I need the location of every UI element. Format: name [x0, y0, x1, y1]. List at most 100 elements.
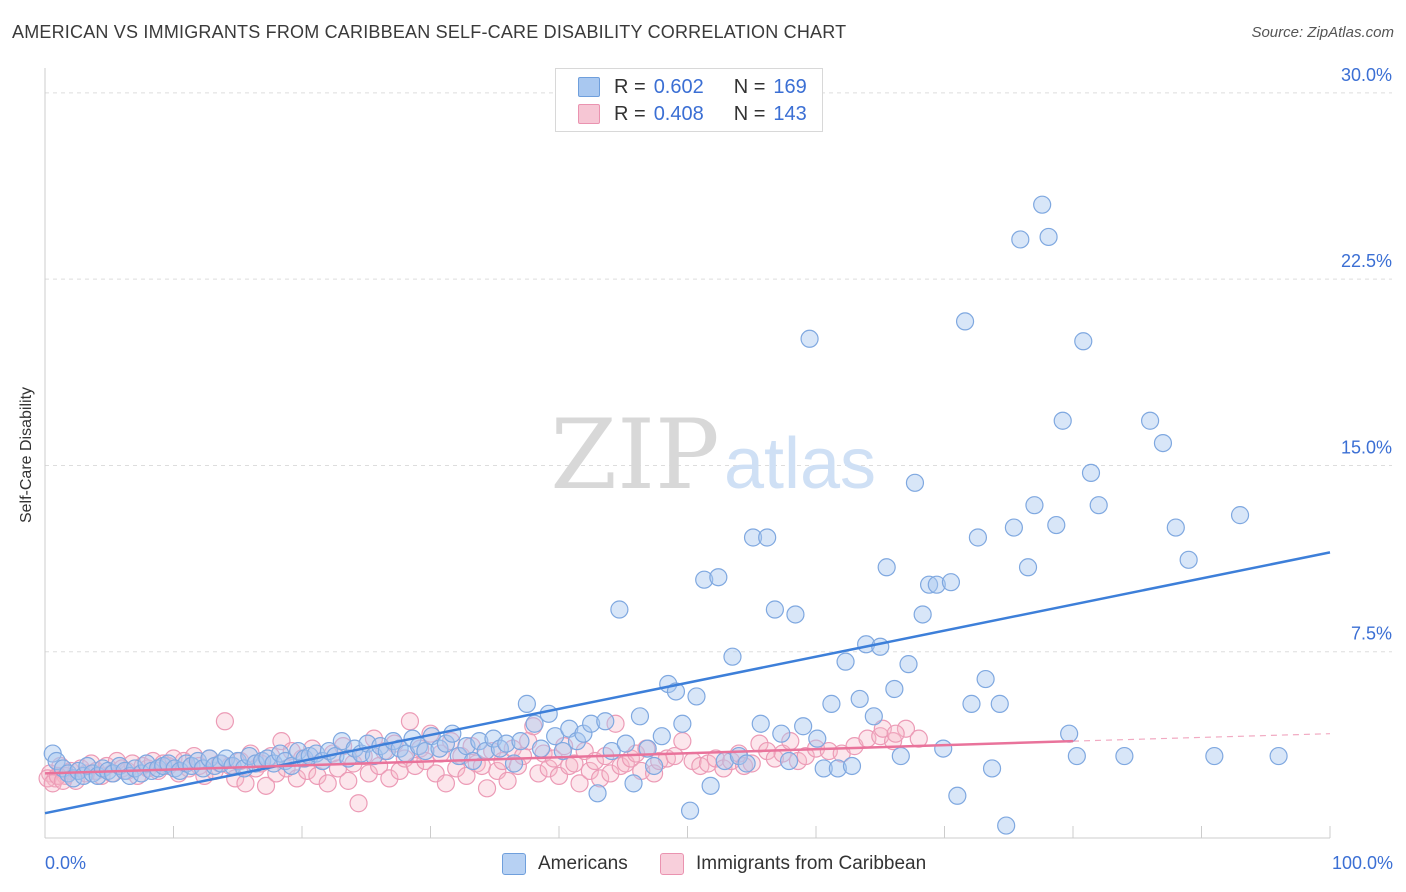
- americans-point: [228, 751, 247, 771]
- americans-point: [1166, 518, 1185, 537]
- watermark-zip: ZIP: [550, 399, 719, 511]
- americans-point: [1039, 227, 1058, 247]
- americans-point: [1205, 746, 1224, 766]
- americans-point: [1081, 463, 1101, 483]
- americans-point: [470, 732, 489, 751]
- americans-point: [1269, 746, 1288, 766]
- legend-n-value: 143: [773, 102, 807, 125]
- americans-point: [808, 729, 827, 748]
- caribbean-point: [896, 719, 916, 738]
- legend-n-label: N =: [733, 75, 766, 98]
- caribbean-point: [886, 724, 905, 743]
- americans-point: [1140, 411, 1160, 430]
- americans-point: [1053, 411, 1072, 430]
- americans-point: [624, 774, 643, 793]
- americans-point: [638, 739, 657, 758]
- caribbean-point: [565, 754, 584, 773]
- legend-swatch-caribbean: [578, 104, 600, 124]
- americans-point: [701, 776, 720, 795]
- caribbean-point: [380, 769, 399, 788]
- caribbean-point: [570, 774, 589, 793]
- caribbean-point: [349, 794, 368, 813]
- x-tick-label-max: 100.0%: [1332, 853, 1393, 873]
- americans-point: [1179, 550, 1198, 569]
- caribbean-point: [498, 771, 517, 790]
- americans-point: [765, 600, 784, 619]
- americans-point: [955, 312, 975, 331]
- americans-point: [905, 473, 925, 492]
- americans-point: [553, 741, 572, 761]
- correlation-legend: R = 0.602 N = 169 R = 0.408 N = 143: [555, 68, 823, 132]
- americans-point: [927, 575, 946, 594]
- legend-item-caribbean: Immigrants from Caribbean: [660, 852, 926, 876]
- caribbean-point: [539, 759, 558, 778]
- americans-point: [758, 528, 777, 547]
- caribbean-point: [436, 774, 456, 793]
- americans-point: [1025, 496, 1044, 515]
- watermark: ZIP atlas: [550, 399, 876, 511]
- americans-point: [673, 714, 692, 733]
- americans-point: [737, 754, 756, 773]
- americans-point: [1004, 518, 1023, 537]
- americans-point: [1153, 433, 1173, 453]
- caribbean-point: [236, 774, 255, 793]
- americans-point: [1089, 496, 1108, 515]
- americans-point: [511, 732, 530, 751]
- americans-point: [1074, 332, 1093, 351]
- caribbean-point: [601, 764, 620, 783]
- legend-n-value: 169: [773, 75, 807, 98]
- americans-point: [652, 727, 671, 746]
- americans-point: [877, 558, 896, 577]
- caribbean-point: [400, 712, 420, 731]
- americans-point: [990, 694, 1009, 713]
- americans-point: [539, 704, 558, 723]
- legend-swatch-americans: [578, 77, 600, 97]
- americans-point: [596, 712, 615, 731]
- americans-point: [723, 647, 742, 666]
- americans-point: [948, 786, 967, 805]
- legend-swatch-americans: [502, 853, 526, 875]
- americans-point: [794, 717, 813, 736]
- legend-label-caribbean: Immigrants from Caribbean: [696, 853, 927, 874]
- americans-point: [913, 605, 932, 624]
- americans-point: [919, 575, 939, 594]
- caribbean-point: [529, 764, 548, 783]
- americans-point: [899, 655, 918, 674]
- americans-point: [800, 329, 819, 348]
- americans-point: [772, 724, 791, 743]
- americans-point: [1060, 724, 1079, 743]
- americans-point: [47, 751, 66, 771]
- y-tick-label: 15.0%: [1341, 437, 1392, 457]
- americans-point: [610, 600, 629, 619]
- americans-point: [497, 734, 516, 753]
- americans-point: [814, 759, 833, 778]
- source-label: Source: ZipAtlas.com: [1251, 24, 1394, 41]
- americans-point: [941, 573, 961, 592]
- americans-point: [934, 739, 953, 758]
- americans-point: [567, 732, 587, 751]
- caribbean-point: [665, 746, 684, 766]
- trend-lines: [44, 551, 1331, 815]
- legend-r-value: 0.408: [653, 102, 704, 125]
- americans-trend-line: [44, 551, 1331, 815]
- americans-point: [1115, 746, 1134, 766]
- legend-item-americans: Americans: [502, 852, 628, 876]
- americans-point: [864, 707, 883, 726]
- y-tick-label: 30.0%: [1341, 65, 1392, 85]
- caribbean-point: [796, 746, 815, 766]
- caribbean-trend-line: [44, 739, 1074, 775]
- caribbean-point: [580, 761, 599, 781]
- watermark-atlas: atlas: [724, 424, 876, 504]
- legend-swatch-caribbean: [660, 853, 684, 875]
- americans-points: [43, 195, 1288, 835]
- americans-point: [289, 741, 308, 761]
- americans-point: [822, 694, 841, 713]
- americans-point: [1047, 515, 1066, 535]
- legend-n-label: N =: [733, 102, 766, 125]
- americans-point: [630, 707, 650, 726]
- legend-r-label: R =: [614, 102, 646, 125]
- americans-point: [1230, 506, 1250, 525]
- americans-point: [443, 724, 462, 743]
- americans-point: [531, 739, 551, 758]
